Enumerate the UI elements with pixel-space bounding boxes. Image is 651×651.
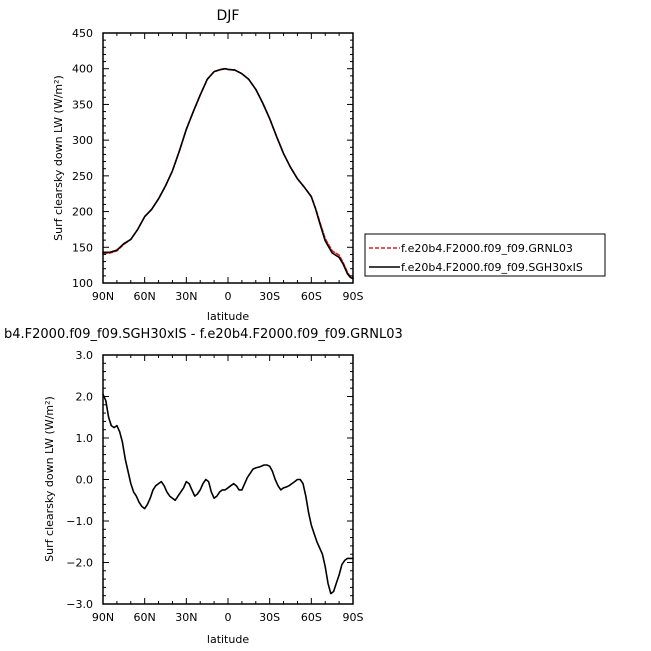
bottom-y-tick-label: 3.0 (76, 349, 94, 362)
top-y-tick-label: 200 (72, 206, 93, 219)
bottom-x-tick-label: 0 (225, 611, 232, 624)
top-y-tick-label: 300 (72, 134, 93, 147)
top-chart-title: DJF (217, 8, 240, 24)
top-plot-area (102, 67, 354, 280)
top-y-tick-label: 450 (72, 27, 93, 40)
bottom-x-tick-label: 30N (175, 611, 197, 624)
bottom-panel: b4.F2000.f09_f09.SGH30xIS - f.e20b4.F200… (4, 327, 403, 646)
bottom-y-tick-label: −1.0 (66, 515, 93, 528)
top-x-tick-label: 60N (134, 290, 156, 303)
top-y-tick-label: 400 (72, 63, 93, 76)
top-x-tick-label: 90N (92, 290, 114, 303)
legend-box (364, 233, 606, 277)
top-y-tick-label: 350 (72, 98, 93, 111)
top-axes: 90N 60N 30N 0 30S 60S 90S 100 150 200 250 300 350 400… (72, 27, 364, 303)
legend: f.e20b4.F2000.f09_f09.GRNL03 f.e20b4.F20… (364, 233, 606, 277)
legend-label-grnl03: f.e20b4.F2000.f09_f09.GRNL03 (401, 242, 573, 255)
legend-label-sgh30xis: f.e20b4.F2000.f09_f09.SGH30xIS (401, 261, 583, 274)
bottom-series-line-0 (102, 393, 354, 595)
bottom-y-tick-label: 1.0 (76, 432, 94, 445)
bottom-x-tick-label: 90S (343, 611, 364, 624)
bottom-plot-area (102, 393, 354, 595)
top-x-tick-label: 90S (343, 290, 364, 303)
top-panel: DJF Surf clearsky down LW (W/m²) 90N 60N 3… (52, 8, 606, 323)
bottom-y-tick-label: −2.0 (66, 557, 93, 570)
top-y-tick-label: 100 (72, 277, 93, 290)
bottom-x-axis-label: latitude (207, 633, 249, 646)
bottom-axes: 90N 60N 30N 0 30S 60S 90S −3.0 −2.0 −1.0 0.0 1.0 2.0… (66, 349, 363, 624)
top-x-tick-label: 30N (175, 290, 197, 303)
top-y-tick-label: 250 (72, 170, 93, 183)
top-y-axis-label: Surf clearsky down LW (W/m²) (52, 75, 65, 241)
bottom-y-axis-label: Surf clearsky down LW (W/m²) (43, 396, 56, 562)
bottom-x-tick-label: 30S (259, 611, 280, 624)
top-series-line-0 (102, 67, 354, 279)
bottom-y-tick-label: 2.0 (76, 391, 94, 404)
top-y-tick-label: 150 (72, 241, 93, 254)
bottom-y-tick-label: 0.0 (76, 474, 94, 487)
bottom-chart-title: b4.F2000.f09_f09.SGH30xIS - f.e20b4.F200… (4, 327, 403, 342)
top-x-tick-label: 30S (259, 290, 280, 303)
top-x-tick-label: 60S (301, 290, 322, 303)
top-series-line-1 (102, 67, 354, 280)
top-plot-frame (102, 32, 354, 284)
bottom-x-tick-label: 60N (134, 611, 156, 624)
bottom-x-tick-label: 90N (92, 611, 114, 624)
bottom-y-tick-label: −3.0 (66, 598, 93, 611)
bottom-x-tick-label: 60S (301, 611, 322, 624)
top-x-tick-label: 0 (225, 290, 232, 303)
top-x-axis-label: latitude (207, 310, 249, 323)
bottom-plot-frame (102, 354, 354, 605)
